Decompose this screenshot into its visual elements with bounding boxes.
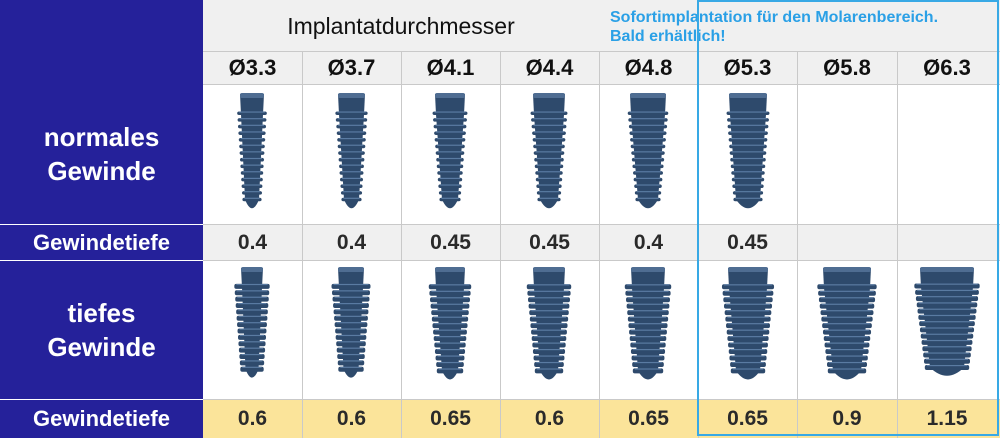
implant-deep-thread-image bbox=[621, 266, 675, 388]
grid-line bbox=[698, 0, 699, 438]
deep-thread-depth-value: 0.6 bbox=[237, 407, 268, 430]
grid-line bbox=[302, 52, 303, 438]
deep-thread-depth-value: 0.9 bbox=[832, 407, 862, 430]
implant-deep-thread-image bbox=[910, 266, 984, 384]
grid-line bbox=[401, 52, 402, 438]
diameter-header: Ø4.8 bbox=[624, 55, 673, 80]
grid-line bbox=[203, 51, 1000, 52]
implant-deep-thread-image bbox=[523, 266, 575, 388]
normal-depth-row bbox=[203, 225, 1000, 260]
implant-normal-thread-image bbox=[527, 92, 571, 217]
deep-depth-row bbox=[203, 400, 1000, 438]
diameter-header: Ø5.3 bbox=[723, 55, 772, 80]
grid-line bbox=[599, 52, 600, 438]
grid-line bbox=[203, 84, 1000, 85]
implant-deep-thread-image bbox=[718, 266, 778, 388]
availability-note-line2: Bald erhältlich! bbox=[610, 28, 726, 45]
diameter-header: Ø6.3 bbox=[923, 55, 971, 80]
diameter-header: Ø3.3 bbox=[228, 55, 277, 80]
grid-line bbox=[500, 52, 501, 438]
deep-thread-depth-value: 0.65 bbox=[628, 407, 669, 430]
diameter-header: Ø5.8 bbox=[823, 55, 871, 80]
normal-thread-depth-value: 0.45 bbox=[430, 230, 471, 254]
table-title: Implantatdurchmesser bbox=[287, 12, 515, 39]
implant-deep-thread-image bbox=[813, 266, 881, 388]
availability-note-line1: Sofortimplantation für den Molarenbereic… bbox=[610, 9, 939, 26]
diameter-header: Ø4.4 bbox=[525, 55, 574, 80]
implant-normal-thread-image bbox=[723, 92, 773, 217]
implant-normal-thread-image bbox=[624, 92, 672, 217]
normal-thread-depth-value: 0.4 bbox=[633, 230, 664, 254]
normal-thread-depth-value: 0.4 bbox=[336, 230, 367, 254]
implant-normal-thread-image bbox=[332, 92, 371, 217]
availability-note: Sofortimplantation für den Molarenbereic… bbox=[610, 8, 1000, 46]
header-row bbox=[203, 0, 1000, 84]
grid-line bbox=[203, 260, 1000, 261]
normal-thread-depth-value bbox=[797, 225, 897, 260]
row-label-depth-deep-text: Gewindetiefe bbox=[33, 406, 170, 431]
grid-line bbox=[203, 224, 1000, 225]
row-label-depth-normal-text: Gewindetiefe bbox=[33, 229, 170, 255]
corner-cell bbox=[0, 0, 203, 84]
implant-deep-thread-image bbox=[328, 266, 374, 386]
normal-thread-depth-value: 0.4 bbox=[237, 230, 268, 254]
deep-thread-depth-value: 0.6 bbox=[534, 407, 565, 430]
row-label-depth-normal: Gewindetiefe bbox=[0, 225, 203, 260]
row-label-deep-line1: tiefes bbox=[67, 298, 136, 328]
grid-line bbox=[897, 52, 898, 438]
implant-deep-thread-image bbox=[425, 266, 475, 388]
deep-thread-depth-value: 0.65 bbox=[727, 407, 768, 430]
deep-thread-depth-value: 1.15 bbox=[926, 407, 968, 430]
row-label-depth-deep: Gewindetiefe bbox=[0, 400, 203, 438]
normal-thread-depth-value bbox=[897, 225, 997, 260]
grid-line bbox=[203, 399, 1000, 400]
diameter-header: Ø3.7 bbox=[327, 55, 376, 80]
deep-thread-depth-value: 0.65 bbox=[430, 407, 471, 430]
grid-line bbox=[797, 52, 798, 438]
diameter-header: Ø4.1 bbox=[426, 55, 475, 80]
normal-thread-depth-value: 0.45 bbox=[727, 230, 768, 254]
normal-thread-depth-value: 0.45 bbox=[529, 230, 570, 254]
row-label-normal-line2: Gewinde bbox=[47, 156, 156, 186]
row-label-normal-thread: normales Gewinde bbox=[0, 84, 203, 224]
row-label-deep-line2: Gewinde bbox=[47, 332, 156, 362]
implant-deep-thread-image bbox=[231, 266, 273, 386]
deep-thread-depth-value: 0.6 bbox=[336, 407, 367, 430]
implant-normal-thread-image bbox=[429, 92, 471, 217]
row-label-deep-thread: tiefes Gewinde bbox=[0, 261, 203, 399]
implant-normal-thread-image bbox=[234, 92, 270, 217]
row-label-normal-line1: normales bbox=[43, 122, 160, 152]
